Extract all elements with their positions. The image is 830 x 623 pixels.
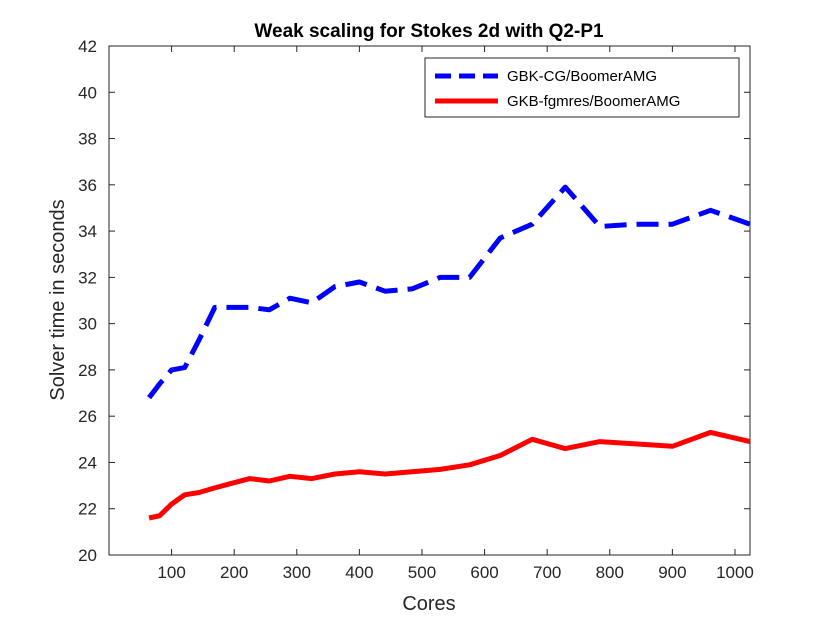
y-tick-label: 20 [78, 546, 97, 565]
legend-box [424, 57, 740, 118]
y-tick-label: 28 [78, 361, 97, 380]
y-tick-label: 36 [78, 176, 97, 195]
y-tick-label: 30 [78, 315, 97, 334]
x-tick-label: 700 [533, 563, 561, 582]
y-tick-label: 42 [78, 37, 97, 56]
plot-area [108, 45, 751, 556]
y-tick-label: 24 [78, 453, 97, 472]
x-axis-ticks: 100 200 300 400 500 600 700 800 900 1000 [157, 46, 754, 582]
y-tick-label: 26 [78, 407, 97, 426]
legend-label-gkb-fgmres: GKB-fgmres/BoomerAMG [507, 93, 680, 110]
x-tick-label: 800 [596, 563, 624, 582]
y-axis-label: Solver time in seconds [47, 199, 69, 400]
x-tick-label: 200 [220, 563, 248, 582]
x-tick-label: 1000 [716, 563, 754, 582]
y-tick-label: 40 [78, 83, 97, 102]
x-axis-label: Cores [402, 593, 455, 615]
legend-label-gbk-cg: GBK-CG/BoomerAMG [507, 68, 657, 85]
legend: GBK-CG/BoomerAMG GKB-fgmres/BoomerAMG [424, 57, 740, 118]
y-tick-label: 38 [78, 130, 97, 149]
y-tick-label: 34 [78, 222, 97, 241]
x-tick-label: 500 [408, 563, 436, 582]
plot-frame [108, 45, 751, 556]
chart-title: Weak scaling for Stokes 2d with Q2-P1 [254, 21, 604, 42]
series-layer [147, 184, 751, 521]
y-tick-label: 22 [78, 500, 97, 519]
x-tick-label: 900 [658, 563, 686, 582]
x-tick-label: 100 [157, 563, 185, 582]
y-axis-ticks: 20 22 24 26 28 30 32 34 36 38 40 42 [78, 37, 750, 565]
x-tick-label: 600 [470, 563, 498, 582]
x-tick-label: 400 [345, 563, 373, 582]
y-tick-label: 32 [78, 268, 97, 287]
x-tick-label: 300 [283, 563, 311, 582]
